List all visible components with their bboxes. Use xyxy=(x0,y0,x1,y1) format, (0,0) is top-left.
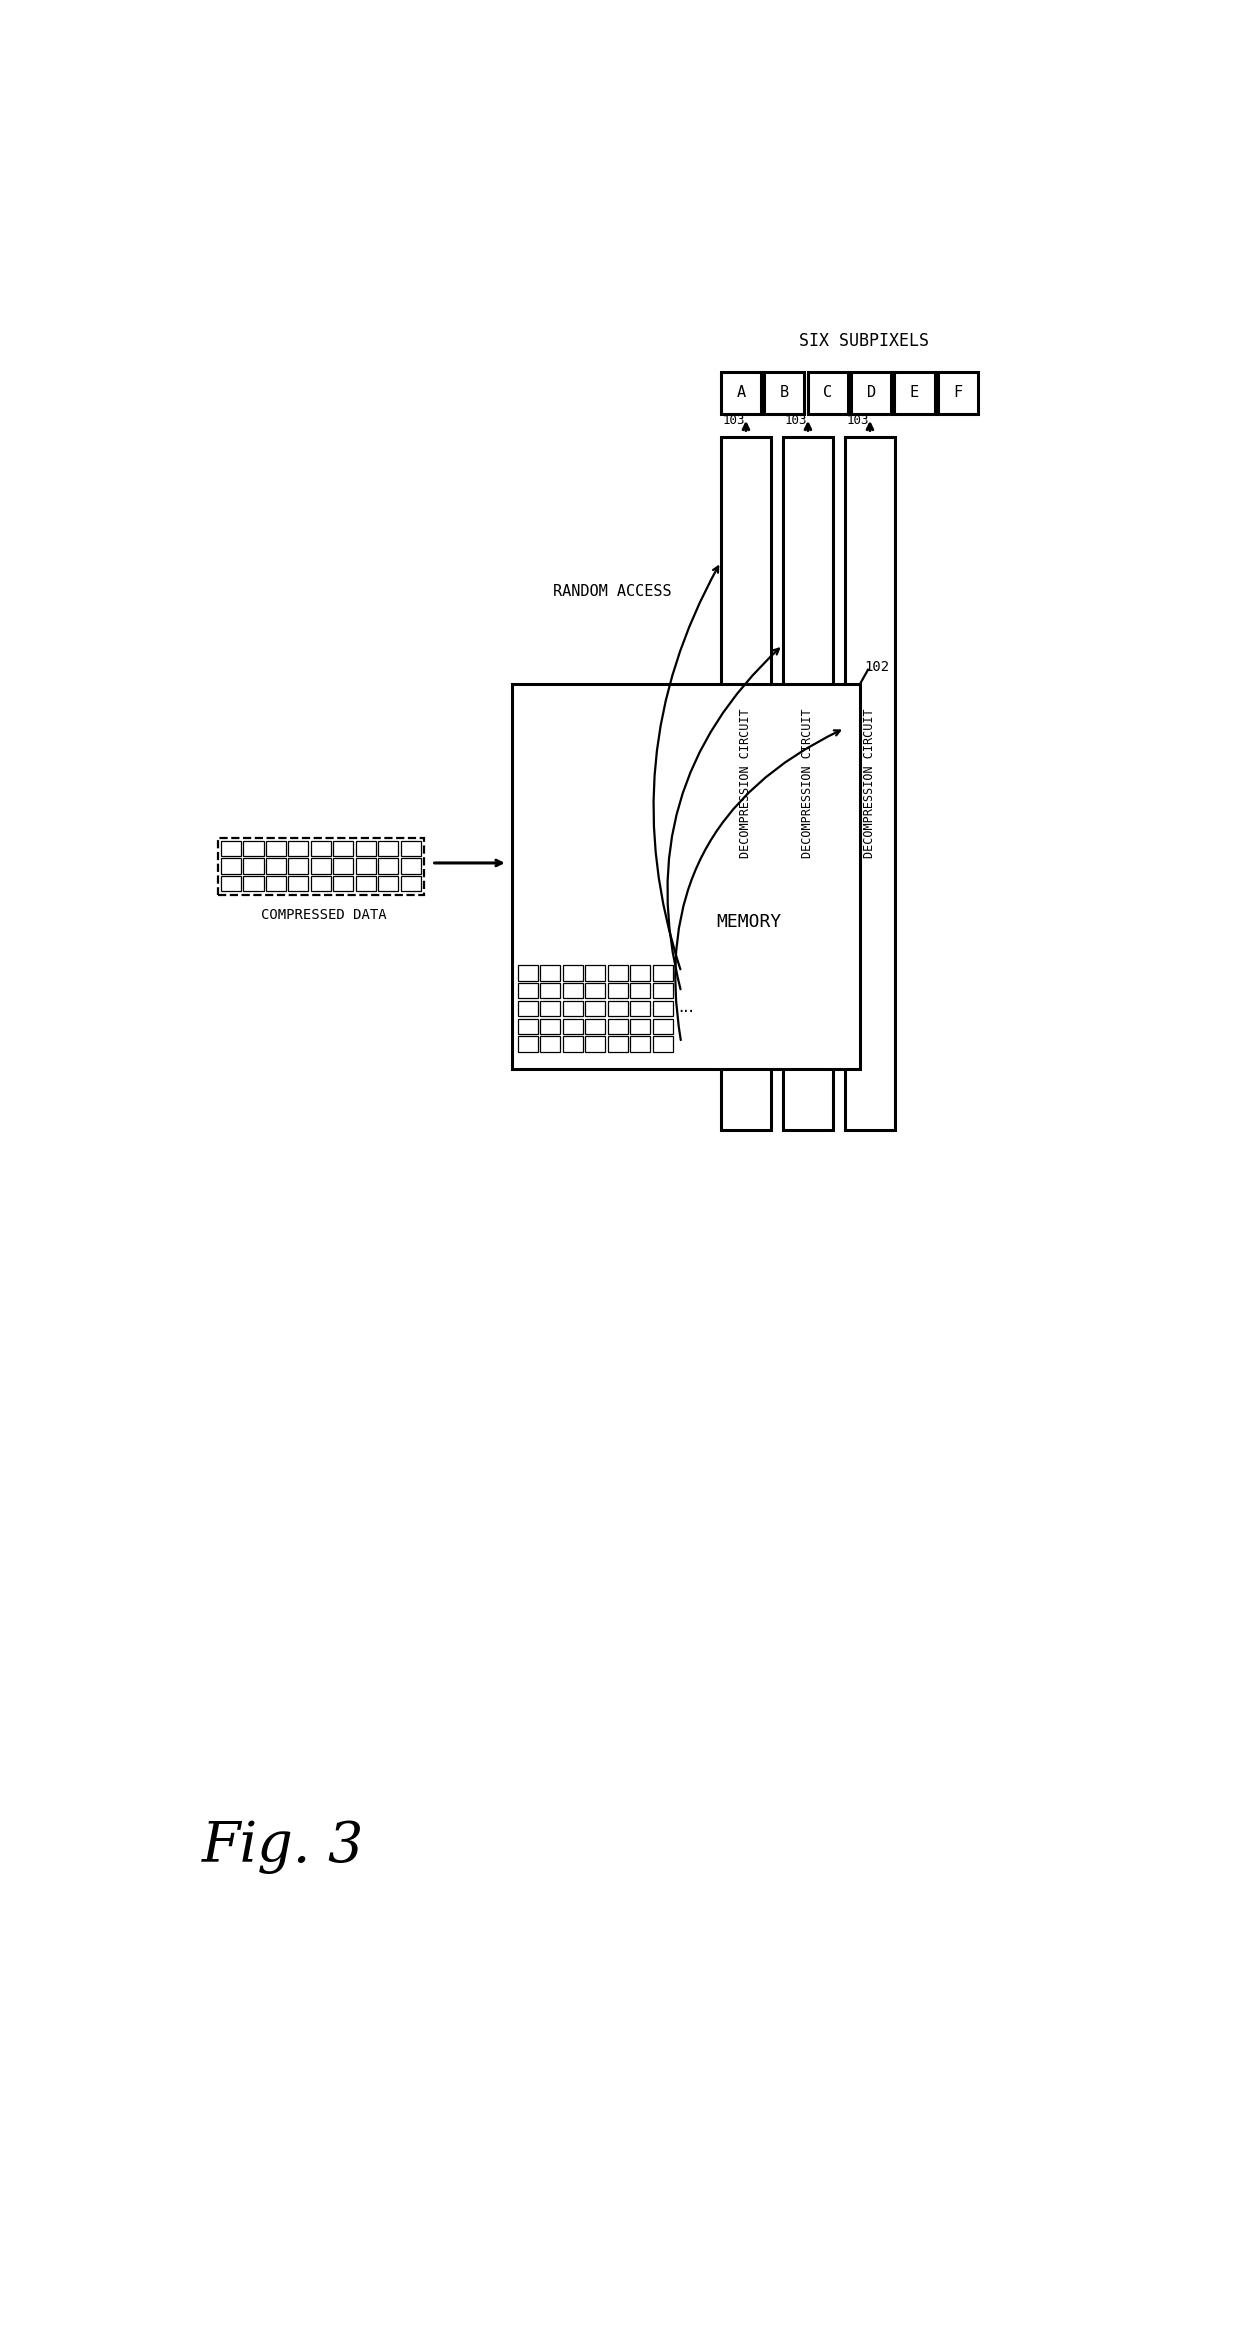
Bar xyxy=(265,859,286,873)
Bar xyxy=(221,840,241,857)
Text: RANDOM ACCESS: RANDOM ACCESS xyxy=(553,584,672,598)
Bar xyxy=(630,1001,650,1015)
Text: ...: ... xyxy=(678,999,694,1015)
Bar xyxy=(311,859,331,873)
Bar xyxy=(401,840,420,857)
Bar xyxy=(764,371,805,413)
Text: A: A xyxy=(737,385,745,401)
Bar xyxy=(401,875,420,892)
Bar xyxy=(541,1036,560,1053)
Bar xyxy=(378,859,398,873)
Bar xyxy=(334,859,353,873)
Text: 102: 102 xyxy=(864,661,889,675)
Bar xyxy=(378,875,398,892)
Text: SIX SUBPIXELS: SIX SUBPIXELS xyxy=(799,331,929,350)
Bar xyxy=(608,1036,627,1053)
Bar xyxy=(288,840,309,857)
Text: C: C xyxy=(823,385,832,401)
Bar xyxy=(652,1036,672,1053)
Text: F: F xyxy=(954,385,962,401)
Bar xyxy=(720,371,761,413)
Text: D: D xyxy=(867,385,875,401)
Bar xyxy=(844,436,895,1130)
Bar xyxy=(541,983,560,999)
Bar xyxy=(937,371,978,413)
Text: MEMORY: MEMORY xyxy=(715,913,781,931)
Bar xyxy=(894,371,935,413)
Bar xyxy=(221,859,241,873)
Bar xyxy=(585,966,605,980)
Bar xyxy=(563,1018,583,1034)
Bar xyxy=(518,966,538,980)
Bar xyxy=(608,1018,627,1034)
Bar xyxy=(518,1001,538,1015)
Bar xyxy=(608,966,627,980)
Text: Fig. 3: Fig. 3 xyxy=(201,1818,363,1874)
Bar xyxy=(378,840,398,857)
Bar xyxy=(720,436,771,1130)
Bar xyxy=(265,875,286,892)
Bar xyxy=(265,840,286,857)
Bar xyxy=(585,1036,605,1053)
Bar xyxy=(288,875,309,892)
Bar xyxy=(630,983,650,999)
Bar xyxy=(401,859,420,873)
Bar xyxy=(243,875,263,892)
Bar xyxy=(518,983,538,999)
Bar xyxy=(218,838,424,894)
Bar xyxy=(608,983,627,999)
Bar xyxy=(334,875,353,892)
Bar xyxy=(518,1036,538,1053)
Bar xyxy=(563,983,583,999)
Text: 103: 103 xyxy=(723,413,745,427)
Bar xyxy=(652,1001,672,1015)
Bar xyxy=(807,371,848,413)
Bar xyxy=(518,1018,538,1034)
Bar xyxy=(288,859,309,873)
Bar xyxy=(630,1036,650,1053)
Bar xyxy=(585,983,605,999)
Text: B: B xyxy=(780,385,789,401)
Bar xyxy=(541,966,560,980)
Bar xyxy=(311,875,331,892)
Bar xyxy=(563,1001,583,1015)
Bar xyxy=(356,875,376,892)
Bar xyxy=(563,1036,583,1053)
Bar xyxy=(243,840,263,857)
Bar xyxy=(563,966,583,980)
Bar xyxy=(630,966,650,980)
Bar xyxy=(221,875,241,892)
Bar xyxy=(541,1001,560,1015)
Text: DECOMPRESSION CIRCUIT: DECOMPRESSION CIRCUIT xyxy=(739,710,753,859)
Bar xyxy=(652,1018,672,1034)
Bar xyxy=(356,859,376,873)
Bar xyxy=(608,1001,627,1015)
Bar xyxy=(652,983,672,999)
Bar xyxy=(243,859,263,873)
Bar xyxy=(585,1001,605,1015)
Text: DECOMPRESSION CIRCUIT: DECOMPRESSION CIRCUIT xyxy=(863,710,877,859)
Bar xyxy=(585,1018,605,1034)
Bar xyxy=(652,966,672,980)
Bar xyxy=(630,1018,650,1034)
Text: COMPRESSED DATA: COMPRESSED DATA xyxy=(262,908,387,922)
Bar xyxy=(311,840,331,857)
Text: 103: 103 xyxy=(785,413,807,427)
Text: DECOMPRESSION CIRCUIT: DECOMPRESSION CIRCUIT xyxy=(801,710,815,859)
Bar xyxy=(541,1018,560,1034)
Bar xyxy=(334,840,353,857)
Bar xyxy=(356,840,376,857)
Text: E: E xyxy=(910,385,919,401)
Bar xyxy=(511,684,861,1069)
Bar xyxy=(851,371,892,413)
Text: 103: 103 xyxy=(847,413,869,427)
Bar xyxy=(782,436,833,1130)
